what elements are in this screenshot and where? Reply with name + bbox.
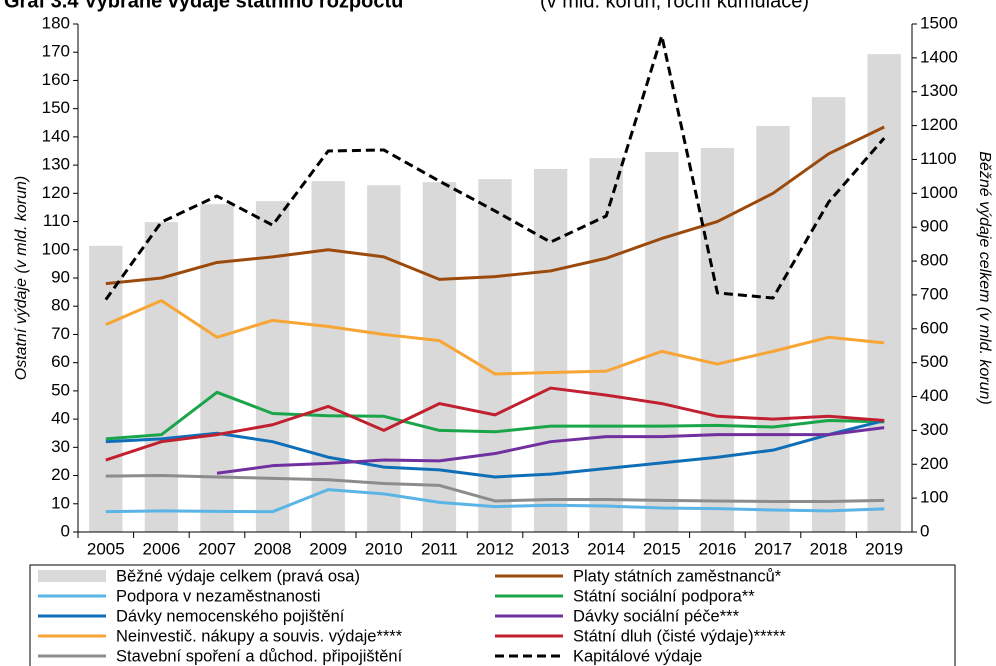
line-series [105,390,885,441]
y-tick-label: 170 [42,42,70,61]
legend-label: Státní dluh (čisté výdaje)***** [573,627,786,645]
bar [422,182,457,532]
y2-tick-label: 800 [920,251,948,270]
y-tick-label: 80 [51,296,70,315]
bar [367,185,401,533]
legend-label: Stavební spoření a důchod. připojištění [116,647,403,665]
y2-tick-label: 300 [920,420,948,439]
bar [867,54,901,533]
line-series [105,474,885,504]
x-tick-label: 2008 [254,539,292,558]
y-tick-label: 20 [51,465,70,484]
x-tick-label: 2014 [587,539,625,558]
x-tick-label: 2009 [309,539,347,558]
bar [311,181,345,532]
legend-label: Kapitálové výdaje [573,647,702,665]
y2-tick-label: 1400 [920,47,958,66]
y-tick-label: 40 [51,409,70,428]
bar [89,245,123,532]
y2-tick-label: 500 [920,352,948,371]
legend-label: Podpora v nezaměstnanosti [116,587,321,605]
y-tick-label: 150 [42,98,70,117]
y-tick-label: 160 [42,70,70,89]
y-tick-label: 70 [51,324,70,343]
y-tick-label: 120 [42,183,70,202]
y-tick-label: 100 [42,239,70,258]
bar [200,204,234,533]
y-tick-label: 10 [51,493,70,512]
legend-box [29,564,956,666]
x-tick-label: 2011 [421,539,458,558]
x-tick-label: 2005 [87,539,125,558]
y-tick-label: 50 [51,380,70,399]
legend-swatch [38,570,106,582]
y-tick-label: 60 [51,352,70,371]
bar [700,147,735,532]
y2-tick-label: 0 [920,521,929,540]
line-series [105,419,885,479]
bar [478,179,512,533]
legend-label: Platy státních zaměstnanců* [573,567,782,585]
x-tick-label: 2012 [476,539,514,558]
bar [255,201,290,532]
y2-tick-label: 1200 [920,115,958,134]
line-series [105,299,885,376]
x-tick-label: 2013 [532,539,570,558]
line-series [105,386,885,462]
chart-title: Graf 3.4 Vybrané výdaje státního rozpočt… [4,0,403,12]
legend-label: Běžné výdaje celkem (pravá osa) [116,567,360,585]
y2-tick-label: 1300 [920,81,958,100]
x-tick-label: 2019 [865,539,903,558]
line-series [105,125,885,286]
x-tick-label: 2010 [365,539,403,558]
y2-tick-label: 600 [920,318,948,337]
y-tick-label: 90 [51,267,70,286]
x-tick-label: 2017 [754,539,792,558]
line-series [216,426,885,475]
bar [144,222,179,532]
legend-label: Státní sociální podpora** [573,587,755,605]
y2-tick-label: 1000 [920,183,958,202]
y2-tick-label: 1100 [920,149,957,168]
line-series [104,34,886,301]
y-tick-label: 130 [42,155,70,174]
x-tick-label: 2018 [810,539,848,558]
legend-label: Dávky sociální péče*** [573,607,740,625]
bar [811,97,846,532]
y2-tick-label: 700 [920,284,948,303]
y2-tick-label: 100 [920,488,948,507]
x-tick-label: 2006 [142,539,180,558]
bar [645,152,679,533]
y-tick-label: 30 [51,437,70,456]
y2-tick-label: 900 [920,217,948,236]
x-tick-label: 2015 [643,539,681,558]
y2-tick-label: 200 [920,454,948,473]
bar [533,168,568,532]
y2-tick-label: 1500 [920,13,958,32]
y-axis-label: Ostatní výdaje (v mld. korun) [13,176,30,381]
legend-label: Neinvestič. nákupy a souvis. výdaje**** [116,627,403,645]
legend-label: Dávky nemocenského pojištění [116,607,345,625]
y-tick-label: 140 [42,126,70,145]
y2-axis-label: Běžné výdaje celkem (v mld. korun) [976,151,993,404]
y-tick-label: 110 [43,211,70,230]
y-tick-label: 180 [42,13,70,32]
y-tick-label: 0 [61,521,70,540]
x-tick-label: 2007 [198,539,236,558]
line-series [105,488,885,514]
y2-tick-label: 400 [920,386,948,405]
chart-subtitle: (v mld. korun, roční kumulace) [540,0,809,12]
x-tick-label: 2016 [698,539,736,558]
